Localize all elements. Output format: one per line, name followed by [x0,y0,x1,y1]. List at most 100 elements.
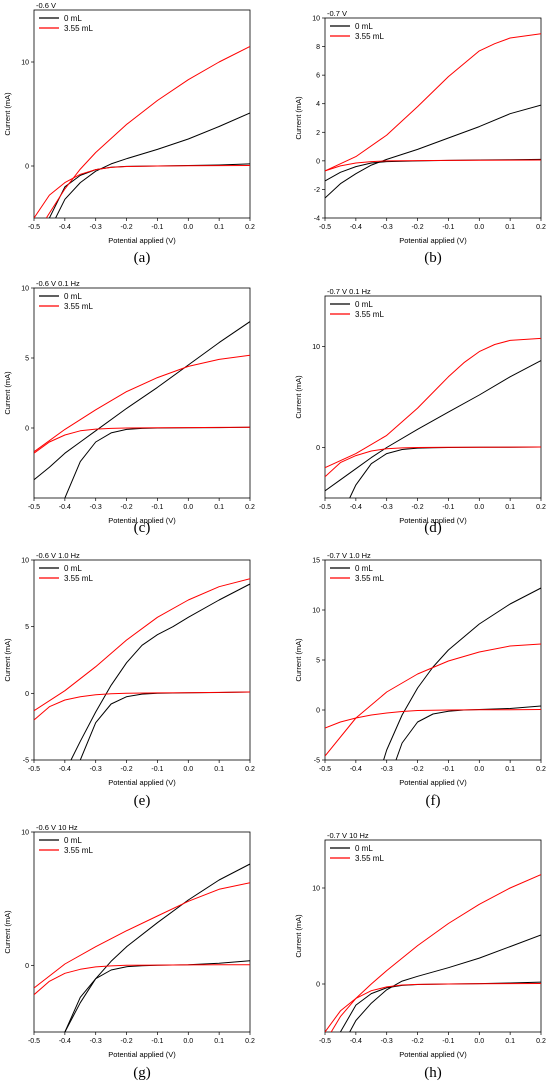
series-line-red [34,964,250,996]
chart-panel: -0.5 -0.4 -0.3 -0.2 -0.1 0.0 0.1 0.2 0 10 Potentia… [294,287,546,536]
x-tick-label: 0.2 [536,504,546,511]
x-tick-label: 0.2 [245,766,255,773]
series-line-black [349,934,541,1032]
x-axis-label: Potential applied (V) [399,516,467,525]
y-tick-label: -5 [23,758,29,765]
x-tick-label: -0.1 [151,224,163,231]
x-tick-label: -0.3 [90,504,102,511]
chart-panel: -0.5 -0.4 -0.3 -0.2 -0.1 0.0 0.1 0.2 0 10 Potentia… [294,831,546,1081]
panel-caption: (f) [426,793,441,809]
y-tick-label: 0 [316,158,320,165]
x-tick-label: -0.2 [121,1038,133,1045]
y-tick-label: 4 [316,101,320,108]
x-tick-label: -0.1 [442,1038,454,1045]
x-axis-label: Potential applied (V) [108,778,176,787]
y-tick-label: 0 [316,982,320,989]
x-tick-label: -0.4 [350,224,362,231]
plot-frame [33,287,251,499]
series-group [34,578,250,760]
x-tick-label: -0.1 [151,504,163,511]
y-axis-label: Current (mA) [3,910,12,954]
y-tick-label: 10 [312,16,320,23]
legend-label: 3.55 mL [64,302,93,311]
x-tick-label: -0.3 [381,224,393,231]
chart-panel: -0.5 -0.4 -0.3 -0.2 -0.1 0.0 0.1 0.2 -4 -2 0 2 4 6 8 10… [294,9,546,266]
x-tick-label: -0.3 [381,504,393,511]
x-tick-label: -0.3 [381,766,393,773]
series-line-red [34,578,250,712]
x-tick-label: -0.3 [381,1038,393,1045]
series-line-red [325,983,541,1032]
series-line-black [48,163,250,218]
y-tick-label: 6 [316,73,320,80]
x-tick-label: 0.0 [183,1038,193,1045]
series-line-black [325,360,541,492]
series-group [325,587,541,760]
series-line-red [325,159,541,172]
series-line-red [325,643,541,757]
series-group [34,863,250,1032]
panel-caption: (g) [133,1065,151,1081]
series-line-red [34,165,250,218]
x-tick-label: -0.4 [59,1038,71,1045]
x-tick-label: -0.4 [350,1038,362,1045]
x-tick-label: 0.1 [214,224,224,231]
x-tick-label: -0.4 [350,504,362,511]
y-axis-label: Current (mA) [294,638,303,682]
legend-label: 0 mL [64,564,82,573]
series-line-red [34,354,250,453]
series-line-red [34,691,250,721]
x-tick-label: -0.1 [442,224,454,231]
y-tick-label: 0 [25,164,29,171]
series-line-red [325,337,541,469]
x-tick-label: -0.4 [350,766,362,773]
x-tick-label: 0.0 [474,224,484,231]
plot-frame [324,559,542,761]
x-tick-label: 0.2 [245,1038,255,1045]
series-group [325,874,541,1032]
x-tick-label: 0.0 [183,504,193,511]
x-tick-label: -0.1 [151,1038,163,1045]
y-tick-label: 5 [316,658,320,665]
legend-label: 3.55 mL [355,574,384,583]
legend-label: 0 mL [355,22,373,31]
plot-frame [324,17,542,219]
x-tick-label: 0.2 [245,504,255,511]
panel-title: -0.7 V 0.1 Hz [327,287,371,296]
x-tick-label: -0.3 [90,224,102,231]
x-tick-label: 0.1 [505,1038,515,1045]
legend-label: 0 mL [64,14,82,23]
series-group [34,321,250,498]
chart-panel: -0.5 -0.4 -0.3 -0.2 -0.1 0.0 0.1 0.2 -5 0 5 10 Poten… [3,551,255,809]
y-tick-label: 10 [21,60,29,67]
series-group [34,45,250,218]
panel-caption: (a) [134,250,151,266]
series-line-black [64,863,250,1032]
x-tick-label: 0.1 [505,766,515,773]
series-group [325,337,541,498]
x-tick-label: 0.1 [214,504,224,511]
legend-label: 3.55 mL [64,24,93,33]
series-line-black [325,104,541,199]
y-tick-label: 10 [312,608,320,615]
panel-caption: (d) [424,520,442,536]
y-tick-label: 8 [316,44,320,51]
x-tick-label: -0.5 [28,224,40,231]
x-tick-label: -0.2 [412,1038,424,1045]
x-axis-label: Potential applied (V) [108,236,176,245]
plot-frame [33,9,251,219]
series-line-black [395,705,541,760]
y-axis-label: Current (mA) [3,638,12,682]
x-tick-label: -0.5 [319,504,331,511]
legend-label: 3.55 mL [355,310,384,319]
x-axis-label: Potential applied (V) [399,236,467,245]
y-tick-label: -5 [314,758,320,765]
series-line-black [64,426,250,498]
x-tick-label: 0.0 [474,1038,484,1045]
x-tick-label: -0.2 [121,224,133,231]
legend-label: 0 mL [64,836,82,845]
x-axis-label: Potential applied (V) [108,1050,176,1059]
x-tick-label: 0.2 [245,224,255,231]
series-line-black [55,112,250,218]
